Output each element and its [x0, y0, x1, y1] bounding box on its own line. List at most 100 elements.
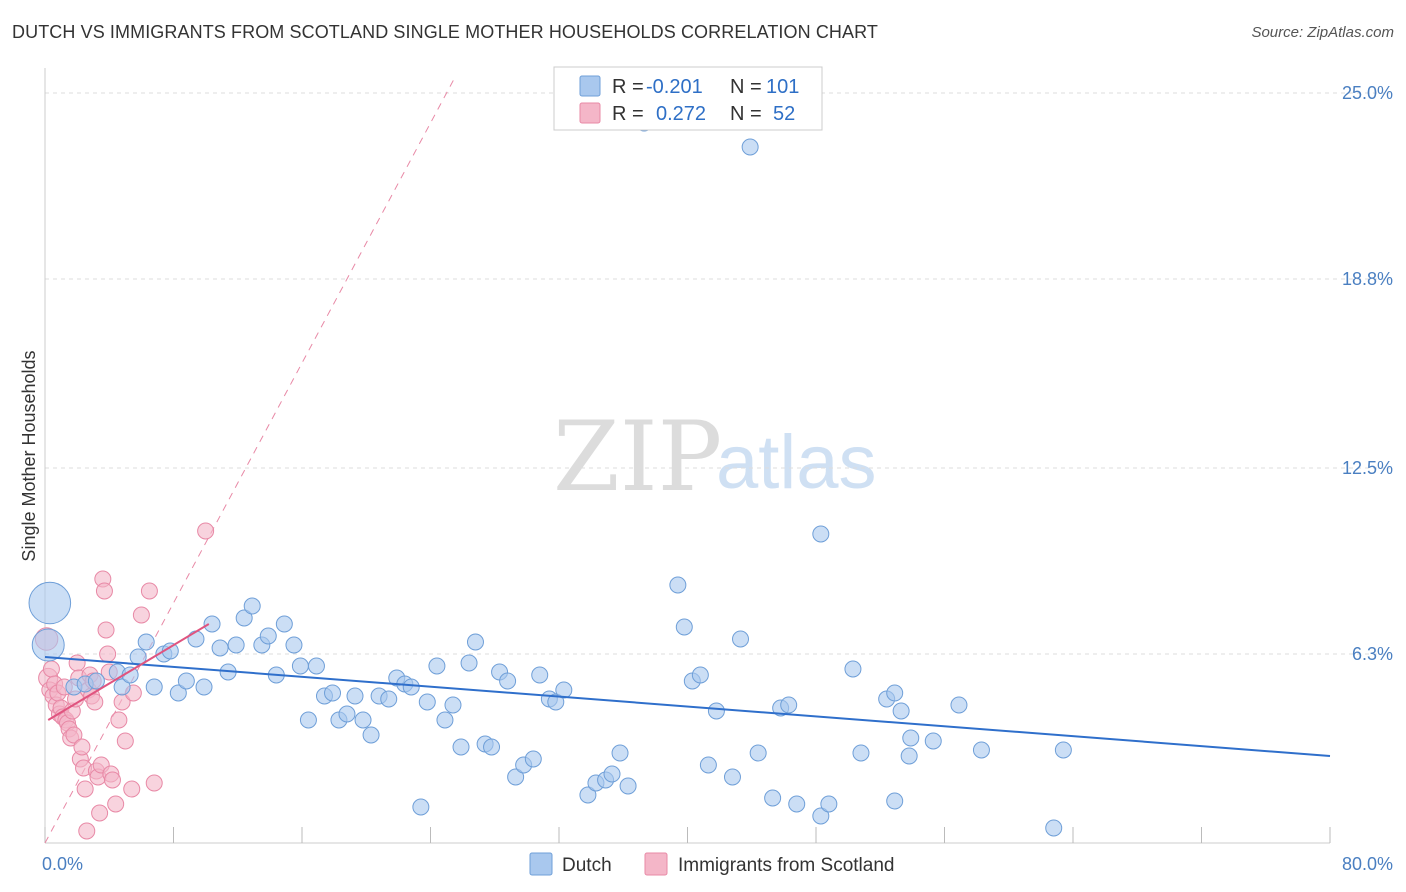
dutch-point	[380, 690, 398, 708]
scot-trend-line	[47, 623, 210, 721]
dutch-point	[299, 711, 317, 729]
dutch-point	[307, 657, 325, 675]
scot-point	[107, 795, 125, 813]
dutch-point	[924, 732, 942, 750]
x-tick-labels: 0.0% 80.0%	[42, 854, 1393, 874]
dutch-point	[788, 795, 806, 813]
bottom-legend-dutch-swatch	[529, 852, 553, 876]
scot-point	[123, 780, 141, 798]
legend-dutch-n-label: N =	[730, 76, 762, 98]
trend-lines	[44, 623, 1331, 757]
dutch-point	[547, 693, 565, 711]
legend-box: R = -0.201 N = 101 R = 0.272 N = 52	[553, 66, 823, 131]
y-tick-labels: 6.3% 12.5% 18.8% 25.0%	[1342, 83, 1393, 664]
dutch-point	[402, 678, 420, 696]
dutch-point	[950, 696, 968, 714]
dutch-point	[113, 678, 131, 696]
dutch-point	[195, 678, 213, 696]
dutch-point	[732, 630, 750, 648]
dutch-point	[187, 630, 205, 648]
dutch-point	[886, 792, 904, 810]
scot-point	[42, 660, 60, 678]
dutch-point	[460, 654, 478, 672]
dutch-point	[412, 798, 430, 816]
dutch-point	[338, 705, 356, 723]
scot-point	[65, 726, 83, 744]
dutch-point	[1045, 819, 1063, 837]
scot-point	[99, 645, 117, 663]
scot-point	[97, 621, 115, 639]
dutch-point	[852, 744, 870, 762]
dutch-point	[137, 633, 155, 651]
dutch-point	[211, 639, 229, 657]
dutch-point	[579, 786, 597, 804]
dutch-trend-line	[44, 656, 1331, 757]
legend-dutch-r-label: R =	[612, 76, 644, 98]
dutch-point	[603, 765, 621, 783]
dutch-point	[611, 744, 629, 762]
legend-dutch-n-value: 101	[766, 76, 799, 98]
y-tick-label: 25.0%	[1342, 83, 1393, 103]
scot-point	[197, 522, 215, 540]
x-tick-label-min: 0.0%	[42, 854, 83, 874]
y-tick-label: 18.8%	[1342, 269, 1393, 289]
chart-title: DUTCH VS IMMIGRANTS FROM SCOTLAND SINGLE…	[12, 22, 879, 42]
watermark-atlas: atlas	[716, 420, 877, 505]
legend-scot-swatch	[579, 102, 601, 124]
grid	[45, 92, 1390, 655]
dutch-point	[972, 741, 990, 759]
dutch-point	[177, 672, 195, 690]
dutch-point	[723, 768, 741, 786]
watermark: ZIP atlas	[553, 401, 877, 513]
series-dutch	[28, 114, 1072, 837]
y-tick-label: 12.5%	[1342, 458, 1393, 478]
dutch-point	[452, 738, 470, 756]
dutch-point	[428, 657, 446, 675]
dutch-point	[285, 636, 303, 654]
bottom-legend-scot-label: Immigrants from Scotland	[678, 855, 894, 876]
dutch-point	[764, 789, 782, 807]
dutch-point	[418, 693, 436, 711]
dutch-point	[275, 615, 293, 633]
dutch-point	[555, 681, 573, 699]
dutch-point	[780, 696, 798, 714]
dutch-point	[346, 687, 364, 705]
dutch-point	[844, 660, 862, 678]
dutch-point	[324, 684, 342, 702]
dutch-point	[820, 795, 838, 813]
scot-point	[68, 654, 86, 672]
dutch-point	[436, 711, 454, 729]
scot-point	[116, 732, 134, 750]
watermark-zip: ZIP	[553, 401, 722, 513]
scot-point	[95, 582, 113, 600]
legend-scot-n-value: 52	[773, 103, 795, 125]
legend-scot-r-value: 0.272	[656, 103, 706, 125]
dutch-point	[741, 138, 759, 156]
dutch-point	[892, 702, 910, 720]
y-axis-label: Single Mother Households	[19, 350, 39, 561]
scot-point	[78, 822, 96, 840]
legend-dutch-r-value: -0.201	[646, 76, 703, 98]
scot-point	[140, 582, 158, 600]
dutch-point	[169, 684, 187, 702]
dutch-point	[524, 750, 542, 768]
dutch-point	[483, 738, 501, 756]
dutch-point	[886, 684, 904, 702]
scot-point	[103, 771, 121, 789]
diagonal-dashed-line	[44, 77, 456, 844]
dutch-point	[499, 672, 517, 690]
dutch-point	[531, 666, 549, 684]
dutch-point	[362, 726, 380, 744]
y-tick-label: 6.3%	[1352, 644, 1393, 664]
scot-point	[73, 738, 91, 756]
dutch-point	[691, 666, 709, 684]
x-tick-label-max: 80.0%	[1342, 854, 1393, 874]
dutch-point	[466, 633, 484, 651]
legend-scot-r-label: R =	[612, 103, 644, 125]
source-credit: Source: ZipAtlas.com	[1251, 24, 1394, 41]
dutch-point	[902, 729, 920, 747]
scot-point	[86, 693, 104, 711]
dutch-point	[675, 618, 693, 636]
dutch-point	[259, 627, 277, 645]
